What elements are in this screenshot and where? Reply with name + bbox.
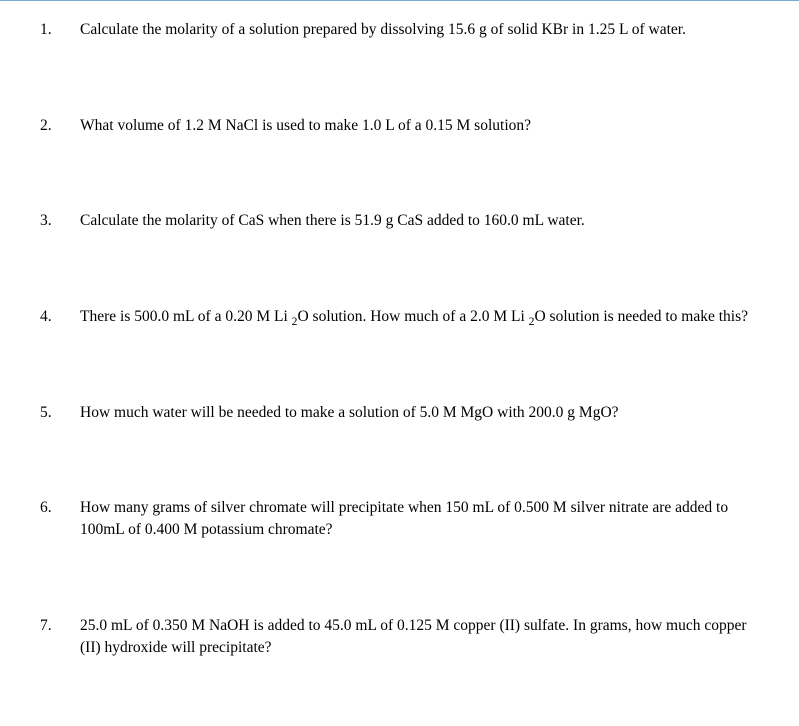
- question-text: How many grams of silver chromate will p…: [80, 499, 728, 538]
- question-item: 25.0 mL of 0.350 M NaOH is added to 45.0…: [68, 615, 767, 658]
- subscript: 2: [529, 315, 535, 328]
- question-list: Calculate the molarity of a solution pre…: [32, 19, 767, 658]
- question-text: There is 500.0 mL of a 0.20 M Li 2O solu…: [80, 308, 748, 325]
- question-item: Calculate the molarity of CaS when there…: [68, 210, 767, 232]
- worksheet-page: Calculate the molarity of a solution pre…: [0, 0, 799, 698]
- question-text: 25.0 mL of 0.350 M NaOH is added to 45.0…: [80, 617, 747, 656]
- question-text: Calculate the molarity of a solution pre…: [80, 21, 686, 38]
- question-item: How much water will be needed to make a …: [68, 402, 767, 424]
- question-text: How much water will be needed to make a …: [80, 404, 619, 421]
- question-item: What volume of 1.2 M NaCl is used to mak…: [68, 115, 767, 137]
- question-item: There is 500.0 mL of a 0.20 M Li 2O solu…: [68, 306, 767, 328]
- question-text: Calculate the molarity of CaS when there…: [80, 212, 585, 229]
- subscript: 2: [292, 315, 298, 328]
- question-item: Calculate the molarity of a solution pre…: [68, 19, 767, 41]
- question-text: What volume of 1.2 M NaCl is used to mak…: [80, 117, 531, 134]
- question-item: How many grams of silver chromate will p…: [68, 497, 767, 540]
